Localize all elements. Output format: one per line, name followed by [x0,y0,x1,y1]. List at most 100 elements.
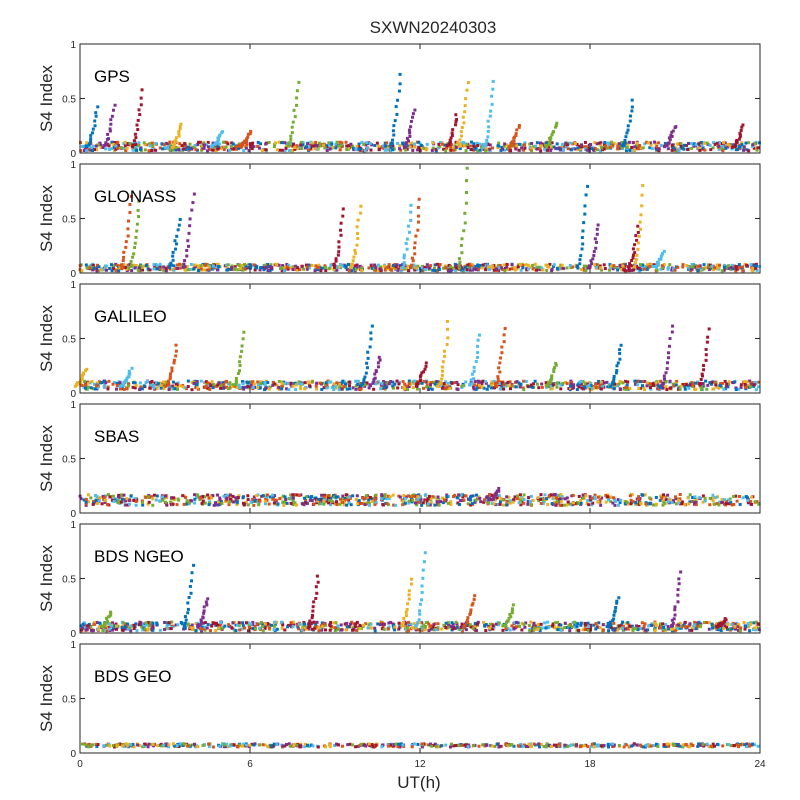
data-point [567,387,571,391]
data-point [635,141,639,145]
peak-point [702,364,706,368]
data-point [123,144,127,148]
data-point [609,264,613,268]
data-point [291,496,295,500]
peak-point [136,128,140,132]
data-point [241,380,245,384]
peak-point [416,228,420,232]
data-point [330,385,334,389]
peak-point [130,145,134,149]
data-point [531,385,535,389]
peak-point [408,131,412,135]
data-point [660,264,664,268]
data-point [141,268,145,272]
peak-point [634,234,638,238]
data-point [349,503,353,507]
data-point [466,146,470,150]
data-point [278,148,282,152]
data-point [729,267,733,271]
data-point [451,622,455,626]
data-point [443,264,447,268]
data-point [737,623,741,627]
peak-point [176,228,180,232]
peak-point [87,143,91,147]
data-point [730,147,734,151]
data-point [363,384,367,388]
data-point [598,498,602,502]
data-point [133,497,137,501]
data-point [633,379,637,383]
data-point [408,622,412,626]
data-point [490,264,494,268]
data-point [360,140,364,144]
data-point [755,264,759,268]
data-point [516,621,520,625]
peak-point [612,377,616,381]
data-point [469,264,473,268]
data-point [499,266,503,270]
data-point [231,494,235,498]
peak-point [395,112,399,116]
data-point [183,267,187,271]
peak-point [615,369,619,373]
data-point [426,497,430,501]
data-point [595,265,599,269]
data-point [230,141,234,145]
data-point [282,269,286,273]
data-point [342,385,346,389]
data-point [314,140,318,144]
data-point [727,380,731,384]
peak-point [91,131,95,135]
data-point [594,382,598,386]
data-point [599,145,603,149]
data-point [129,624,133,628]
peak-point [503,326,507,330]
data-point [715,266,719,270]
data-point [328,628,332,632]
data-point [403,501,407,505]
data-point [383,141,387,145]
data-point [498,380,502,384]
data-point [717,140,721,144]
data-point [757,380,761,384]
data-point [591,148,595,152]
data-point [641,386,645,390]
data-point [326,385,330,389]
data-point [357,142,361,146]
data-point [566,141,570,145]
data-point [190,623,194,627]
peak-point [491,79,495,83]
data-point [287,388,291,392]
data-point [172,496,176,500]
data-point [91,144,95,148]
data-point [686,265,690,269]
data-point [486,142,490,146]
data-point [151,503,155,507]
data-point [683,503,687,507]
peak-point [336,253,340,257]
peak-point [515,128,519,132]
data-point [102,385,106,389]
data-point [424,493,428,497]
data-point [380,497,384,501]
data-point [221,381,225,385]
data-point [328,147,332,151]
data-point [94,498,98,502]
peak-point [671,129,675,133]
peak-point [550,374,554,378]
peak-point [129,259,133,263]
data-point [755,268,759,272]
data-point [417,146,421,150]
data-point [365,146,369,150]
data-point [632,148,636,152]
y-tick-label: 1 [70,280,76,291]
data-point [204,380,208,384]
data-point [557,146,561,150]
data-point [87,385,91,389]
data-point [412,142,416,146]
peak-point [138,113,142,117]
data-point [193,263,197,267]
data-point [263,380,267,384]
data-point [369,622,373,626]
data-point [210,624,214,628]
